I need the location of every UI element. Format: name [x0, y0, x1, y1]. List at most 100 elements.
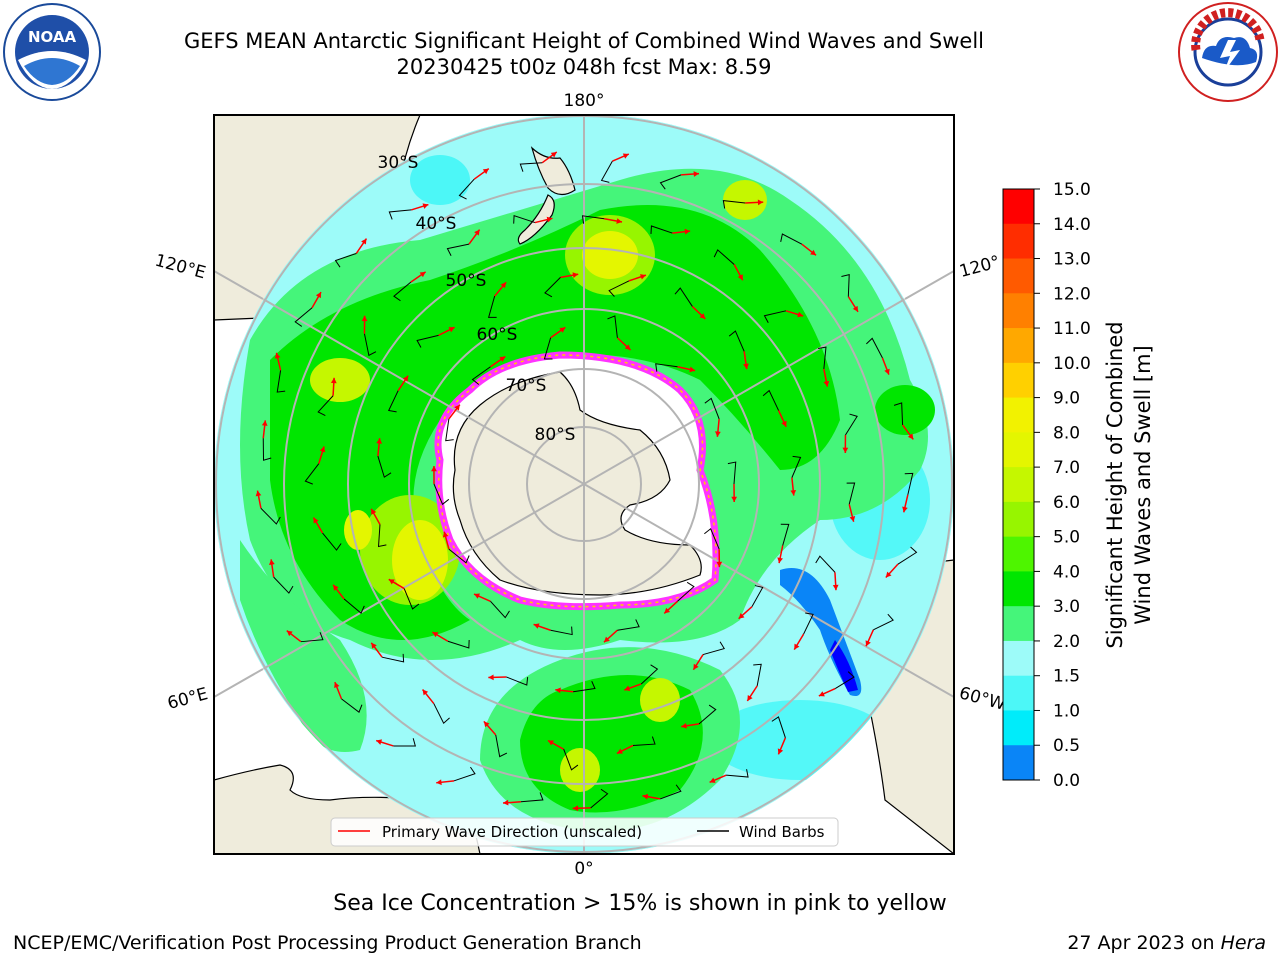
wave-arrow-head	[747, 694, 753, 701]
wind-barb	[600, 160, 613, 183]
wave-arrow-head	[715, 431, 721, 437]
wave-arrow-head	[797, 311, 804, 318]
colorbar-label-1: Significant Height of Combined	[1103, 321, 1127, 648]
wave-arrow-head	[709, 777, 716, 783]
wind-barb	[677, 581, 695, 602]
wind-barb	[377, 524, 387, 548]
wave-arrow-head	[664, 607, 671, 614]
wind-barb	[343, 598, 365, 614]
wave-arrow-head	[849, 515, 856, 522]
colorbar-tick-label: 7.0	[1053, 458, 1080, 478]
wave-arrow-head	[388, 579, 395, 585]
wind-barb	[322, 532, 342, 551]
colorbar-band	[1003, 745, 1034, 781]
wave-arrow-head	[474, 593, 480, 599]
colorbar-band	[1003, 606, 1034, 642]
colorbar-tick-label: 4.0	[1053, 562, 1080, 582]
wave-arrow-head	[500, 282, 507, 289]
wind-barb	[563, 749, 579, 771]
wave-arrow-head	[255, 490, 262, 497]
land-new-zealand-south	[517, 194, 555, 245]
wind-barb	[818, 346, 827, 370]
footer-right: 27 Apr 2023 on Hera	[1067, 932, 1266, 954]
wind-barb	[544, 276, 561, 298]
wave-arrow-head	[559, 327, 566, 333]
wind-barb	[771, 716, 786, 738]
noaa-logo: NOAA	[2, 2, 102, 102]
colorbar-tick-label: 1.0	[1053, 701, 1080, 721]
colorbar-band	[1003, 293, 1034, 329]
wave-arrow-head	[474, 229, 480, 236]
wave-arrow-head	[371, 642, 377, 649]
wind-barb	[471, 366, 491, 385]
wave-arrow-head	[731, 496, 738, 502]
wind-barb	[727, 461, 737, 485]
lat-label-60s: 60°S	[477, 325, 518, 345]
wind-barb	[490, 600, 510, 619]
title-line-1: GEFS MEAN Antarctic Significant Height o…	[183, 29, 985, 53]
colorbar-tick-label: 9.0	[1053, 389, 1080, 409]
wave-arrow-head	[334, 682, 340, 689]
colorbar-tick-label: 0.0	[1053, 771, 1080, 791]
colorbar-band	[1003, 467, 1034, 503]
lon-label-60w: 60°W	[957, 683, 1008, 715]
wind-barb	[581, 215, 605, 224]
wind-barbs	[260, 160, 918, 809]
colorbar-band	[1003, 328, 1034, 364]
colorbar-band	[1003, 362, 1034, 399]
sea-ice-note: Sea Ice Concentration > 15% is shown in …	[333, 891, 947, 916]
lat-label-80s: 80°S	[535, 425, 576, 445]
wind-barb	[519, 162, 543, 172]
wave-arrow-head	[572, 272, 579, 278]
colorbar-tick-label: 8.0	[1053, 423, 1080, 443]
noaa-logo-text: NOAA	[28, 28, 77, 46]
lat-label-50s: 50°S	[446, 271, 487, 291]
colorbar-tick-label: 12.0	[1053, 284, 1091, 304]
wind-barb	[487, 296, 497, 318]
wave-arrow-head	[616, 748, 623, 754]
wave-arrow-head	[361, 315, 368, 322]
wave-arrow-head	[402, 375, 409, 382]
wave-arrow-head	[781, 420, 787, 427]
colorbar-tick-label: 13.0	[1053, 250, 1091, 270]
wind-barb	[780, 523, 790, 546]
colorbar-tick-label: 11.0	[1053, 319, 1091, 339]
lat-label-70s: 70°S	[506, 376, 547, 396]
colorbar-band	[1003, 432, 1034, 468]
wave-arrow-head	[533, 623, 540, 629]
wave-arrow-head	[818, 691, 825, 697]
wind-barb	[633, 736, 656, 746]
wave-arrow-head	[622, 153, 629, 159]
wave-arrow-head	[286, 630, 293, 637]
wind-barb	[702, 641, 725, 656]
wind-barb	[334, 252, 357, 268]
wind-barb	[294, 307, 313, 327]
wave-arrow-head	[431, 466, 437, 472]
wind-barb	[445, 418, 454, 442]
wind-barb	[722, 200, 746, 209]
wind-barb	[640, 664, 659, 685]
wind-barb	[841, 274, 850, 297]
wave-arrow-head	[624, 344, 631, 351]
wind-barb	[260, 507, 281, 525]
wind-barb	[751, 585, 764, 607]
wave-arrow-head	[616, 218, 623, 224]
wave-arrow-head	[757, 199, 764, 206]
wind-barb	[726, 769, 749, 778]
wind-barb	[448, 548, 470, 564]
wave-arrow-head	[852, 305, 859, 312]
wind-barb	[904, 472, 914, 495]
wind-barb	[543, 337, 553, 360]
wave-arrow-head	[482, 168, 489, 175]
wind-barb	[655, 363, 678, 372]
wave-arrow-head	[261, 420, 268, 426]
wind-barb	[273, 576, 294, 594]
wind-barb	[573, 681, 596, 693]
colorbar-band	[1003, 675, 1034, 711]
wave-arrow-head	[689, 366, 696, 373]
colorbar-band	[1003, 710, 1034, 746]
wind-barb	[433, 483, 450, 506]
wind-barb	[713, 249, 735, 265]
wind-barb	[446, 243, 470, 256]
